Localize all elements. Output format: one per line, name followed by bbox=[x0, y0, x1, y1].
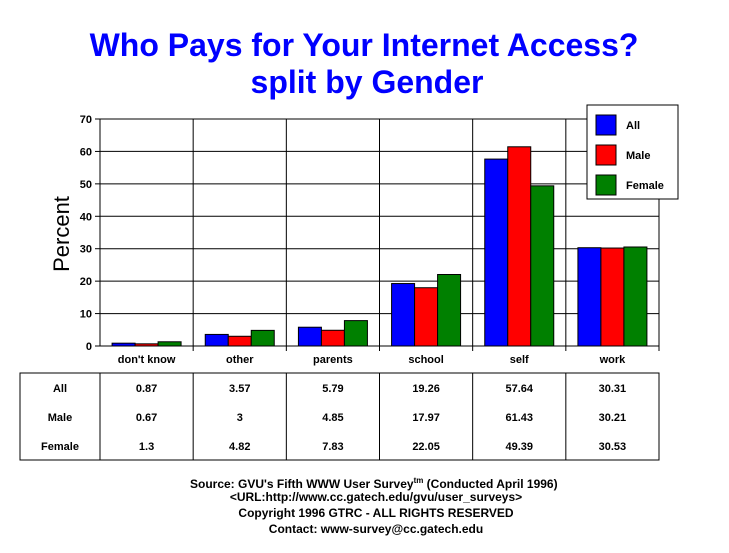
x-tick-label-1: other bbox=[226, 354, 254, 366]
footer-source-prefix: Source: GVU's Fifth WWW User Survey bbox=[190, 477, 414, 491]
table-cell-2-0: 1.3 bbox=[139, 441, 154, 453]
table-row-label-0: All bbox=[53, 383, 67, 395]
table-cell-1-0: 0.67 bbox=[136, 412, 157, 424]
x-tick-label-2: parents bbox=[313, 354, 353, 366]
y-tick-label-6: 60 bbox=[80, 146, 92, 158]
x-tick-label-4: self bbox=[510, 354, 529, 366]
table-cell-0-4: 57.64 bbox=[505, 383, 533, 395]
y-tick-label-1: 10 bbox=[80, 309, 92, 321]
y-tick-label-0: 0 bbox=[86, 341, 92, 353]
table-cell-1-3: 17.97 bbox=[412, 412, 440, 424]
x-tick-label-0: don't know bbox=[118, 354, 176, 366]
footer-source-suffix: (Conducted April 1996) bbox=[423, 477, 557, 491]
table-cell-0-1: 3.57 bbox=[229, 383, 250, 395]
bar-all-5 bbox=[577, 247, 602, 347]
footer-source: Source: GVU's Fifth WWW User Surveytm (C… bbox=[190, 476, 558, 491]
legend-swatch-male bbox=[595, 144, 617, 166]
y-tick-label-2: 20 bbox=[80, 276, 92, 288]
footer-url: <URL:http://www.cc.gatech.edu/gvu/user_s… bbox=[230, 490, 522, 504]
table-cell-0-2: 5.79 bbox=[322, 383, 343, 395]
bar-female-3 bbox=[437, 273, 462, 347]
bar-male-1 bbox=[227, 335, 252, 347]
bar-all-3 bbox=[391, 283, 416, 347]
table-cell-0-5: 30.31 bbox=[599, 383, 627, 395]
bar-male-5 bbox=[600, 247, 625, 347]
y-tick-label-4: 40 bbox=[80, 211, 92, 223]
bar-male-2 bbox=[320, 329, 345, 347]
chart-subtitle: split by Gender bbox=[251, 64, 484, 100]
y-tick-label-7: 70 bbox=[80, 114, 92, 126]
data-table: All 0.87 3.57 5.79 19.26 57.64 30.31 Male 0.67 3 4… bbox=[19, 372, 660, 461]
grid bbox=[100, 118, 660, 347]
table-border bbox=[19, 372, 660, 461]
bar-female-5 bbox=[623, 246, 648, 347]
table-cell-2-1: 4.82 bbox=[229, 441, 250, 453]
bar-male-4 bbox=[507, 146, 532, 347]
bar-female-0 bbox=[157, 341, 182, 347]
table-cell-2-2: 7.83 bbox=[322, 441, 343, 453]
x-tick-label-5: work bbox=[599, 354, 627, 366]
table-row-label-1: Male bbox=[48, 412, 72, 424]
legend: All Male Female bbox=[586, 104, 679, 200]
chart-title: Who Pays for Your Internet Access? bbox=[90, 27, 639, 63]
bar-all-2 bbox=[297, 326, 322, 347]
table-cell-2-3: 22.05 bbox=[412, 441, 440, 453]
legend-swatch-all bbox=[595, 114, 617, 136]
x-tick-label-3: school bbox=[408, 354, 443, 366]
axes: 0 10 20 30 40 50 60 70 don't know other parents sch… bbox=[80, 114, 660, 366]
y-tick-label-5: 50 bbox=[80, 179, 92, 191]
bar-male-3 bbox=[414, 287, 439, 347]
legend-label-male: Male bbox=[626, 150, 650, 162]
table-cell-1-2: 4.85 bbox=[322, 412, 343, 424]
legend-label-female: Female bbox=[626, 180, 664, 192]
legend-label-all: All bbox=[626, 120, 640, 132]
table-cell-2-5: 30.53 bbox=[599, 441, 627, 453]
bar-female-2 bbox=[343, 320, 368, 347]
footer-contact: Contact: www-survey@cc.gatech.edu bbox=[269, 522, 483, 536]
table-cell-2-4: 49.39 bbox=[505, 441, 533, 453]
legend-swatch-female bbox=[595, 174, 617, 196]
table-cell-1-4: 61.43 bbox=[505, 412, 533, 424]
footer-source-superscript: tm bbox=[414, 476, 424, 485]
bar-all-1 bbox=[204, 333, 229, 347]
bar-all-4 bbox=[484, 158, 509, 347]
table-row-label-2: Female bbox=[41, 441, 79, 453]
footer: Source: GVU's Fifth WWW User Surveytm (C… bbox=[190, 476, 558, 536]
y-tick-label-3: 30 bbox=[80, 244, 92, 256]
bars bbox=[111, 146, 648, 347]
footer-copyright: Copyright 1996 GTRC - ALL RIGHTS RESERVE… bbox=[238, 506, 513, 520]
table-cell-1-5: 30.21 bbox=[599, 412, 627, 424]
table-cell-0-0: 0.87 bbox=[136, 383, 157, 395]
bar-female-4 bbox=[530, 185, 555, 347]
table-cell-1-1: 3 bbox=[237, 412, 243, 424]
y-axis-label: Percent bbox=[49, 196, 74, 272]
table-cell-0-3: 19.26 bbox=[412, 383, 440, 395]
bar-female-1 bbox=[250, 329, 275, 347]
